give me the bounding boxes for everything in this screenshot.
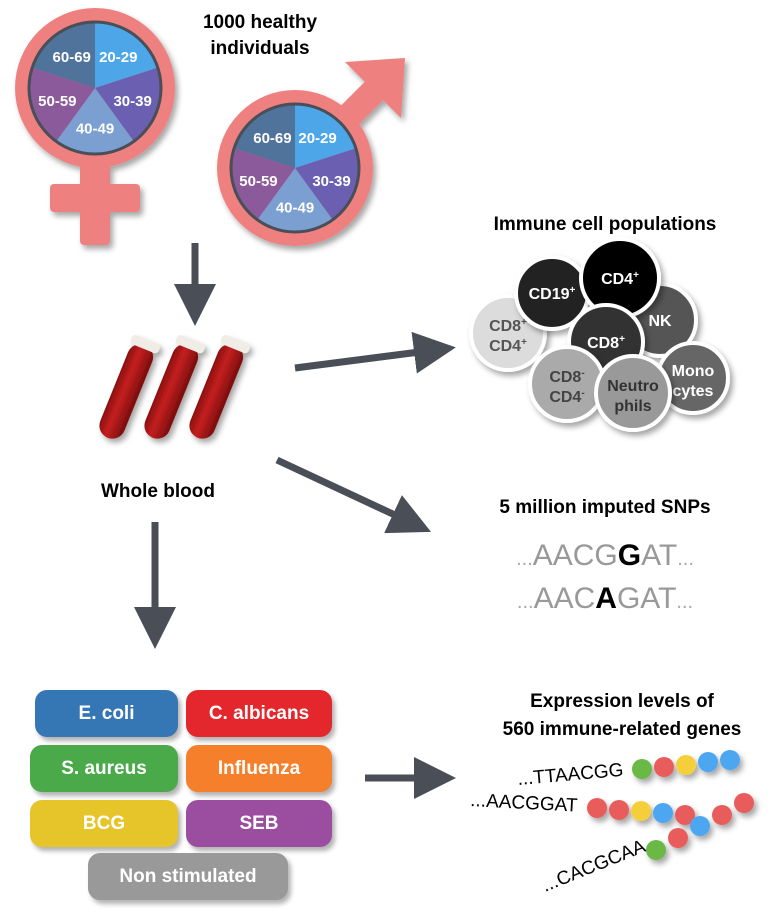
flow-arrows <box>134 243 456 799</box>
pie-border <box>27 20 163 156</box>
gene-seq-2: ...AACGGAT <box>470 790 579 817</box>
expression-sequences: ...TTAACGG ...AACGGAT ...CACGCAA <box>470 760 649 897</box>
cell-label: Mono <box>672 363 715 380</box>
pie-slice <box>32 22 95 88</box>
cohort-title-line2: individuals <box>210 38 309 59</box>
cell-neutrophils: Neutro phils <box>594 354 672 432</box>
cell-label: phils <box>614 398 651 415</box>
snp-seq-1: ...AACGGAT... <box>516 539 694 572</box>
cell-label: CD8+ <box>587 334 625 352</box>
arrow-to-snps <box>275 456 432 534</box>
pie-slice <box>234 104 295 168</box>
cell-label: CD4+ <box>601 270 639 288</box>
pie-slice <box>295 104 356 168</box>
age-group-label: 50-59 <box>38 93 76 110</box>
whole-blood-label: Whole blood <box>101 481 215 502</box>
bead-blue <box>698 752 718 772</box>
pie-slice <box>29 67 95 142</box>
age-group-label: 40-49 <box>76 121 114 138</box>
bead-red <box>668 828 688 848</box>
bead-red <box>675 805 695 825</box>
cell-monocytes: Mono cytes <box>656 341 730 415</box>
pie-slice <box>231 148 295 220</box>
cell-label: Neutro <box>607 378 659 395</box>
cell-cd8cd4: CD8- CD4- <box>528 345 606 423</box>
male-age-pie: 20-29 30-39 40-49 50-59 60-69 <box>229 102 361 234</box>
age-group-label: 40-49 <box>276 199 314 216</box>
pie-slice <box>257 168 333 233</box>
bead-red <box>712 805 732 825</box>
cohort-title-line1: 1000 healthy <box>203 12 317 33</box>
blood-tubes-icon <box>99 335 250 439</box>
snp-sequences: ...AACGGAT... ...AACAGAT... <box>516 539 694 615</box>
stimulus-s-aureus: S. aureus <box>30 745 178 792</box>
pie-border <box>229 102 361 234</box>
stimulus-non-stimulated: Non stimulated <box>88 853 288 900</box>
bead-green <box>632 759 652 779</box>
age-group-label: 60-69 <box>53 49 91 66</box>
cell-cd19: CD19+ <box>514 255 590 331</box>
bead-red <box>609 800 629 820</box>
cell-cd4: CD4+ <box>579 237 661 319</box>
cell-label: CD19+ <box>529 285 576 303</box>
bead-red <box>734 793 754 813</box>
expression-title-line2: 560 immune-related genes <box>503 719 742 740</box>
bead-yellow <box>676 755 696 775</box>
bead-blue <box>653 803 673 823</box>
bead-blue <box>690 816 710 836</box>
stimulus-e-coli: E. coli <box>35 690 178 737</box>
cell-label: CD4- <box>549 388 584 406</box>
pie-slice <box>56 88 134 155</box>
cell-label: cytes <box>673 383 714 400</box>
age-group-label: 30-39 <box>113 93 151 110</box>
age-group-label: 30-39 <box>312 173 350 190</box>
bead-red <box>587 798 607 818</box>
age-group-label: 20-29 <box>298 130 336 147</box>
arrow-to-cells <box>294 331 456 374</box>
cell-label: CD8- <box>549 368 584 386</box>
expression-title-line1: Expression levels of <box>530 691 714 712</box>
snps-title: 5 million imputed SNPs <box>499 497 710 518</box>
stimulus-c-albicans: C. albicans <box>186 690 332 737</box>
expression-beads <box>587 750 754 860</box>
pie-slice <box>95 67 162 142</box>
cell-label: NK <box>648 313 672 330</box>
snp-seq-2: ...AACAGAT... <box>517 582 693 615</box>
cells-title: Immune cell populations <box>494 214 717 235</box>
stimulus-seb: SEB <box>186 800 332 847</box>
pie-slice <box>295 148 359 220</box>
age-group-label: 20-29 <box>99 49 137 66</box>
gene-seq-1: ...TTAACGG <box>517 760 625 790</box>
bead-red <box>654 757 674 777</box>
bead-blue <box>720 750 740 770</box>
bead-green <box>646 840 666 860</box>
cell-label: CD4+ <box>489 337 527 355</box>
age-group-label: 50-59 <box>239 173 277 190</box>
cell-label: CD8+ <box>489 317 527 335</box>
pie-slice <box>95 22 158 88</box>
bead-yellow <box>631 801 651 821</box>
stimulus-influenza: Influenza <box>186 745 332 792</box>
gene-seq-3: ...CACGCAA <box>539 836 649 897</box>
immune-cells: CD8+CD4+CD19+NKCD4+CD8+CD8-CD4-Monocytes… <box>469 237 730 432</box>
stimulus-bcg: BCG <box>30 800 178 847</box>
age-group-label: 60-69 <box>253 130 291 147</box>
